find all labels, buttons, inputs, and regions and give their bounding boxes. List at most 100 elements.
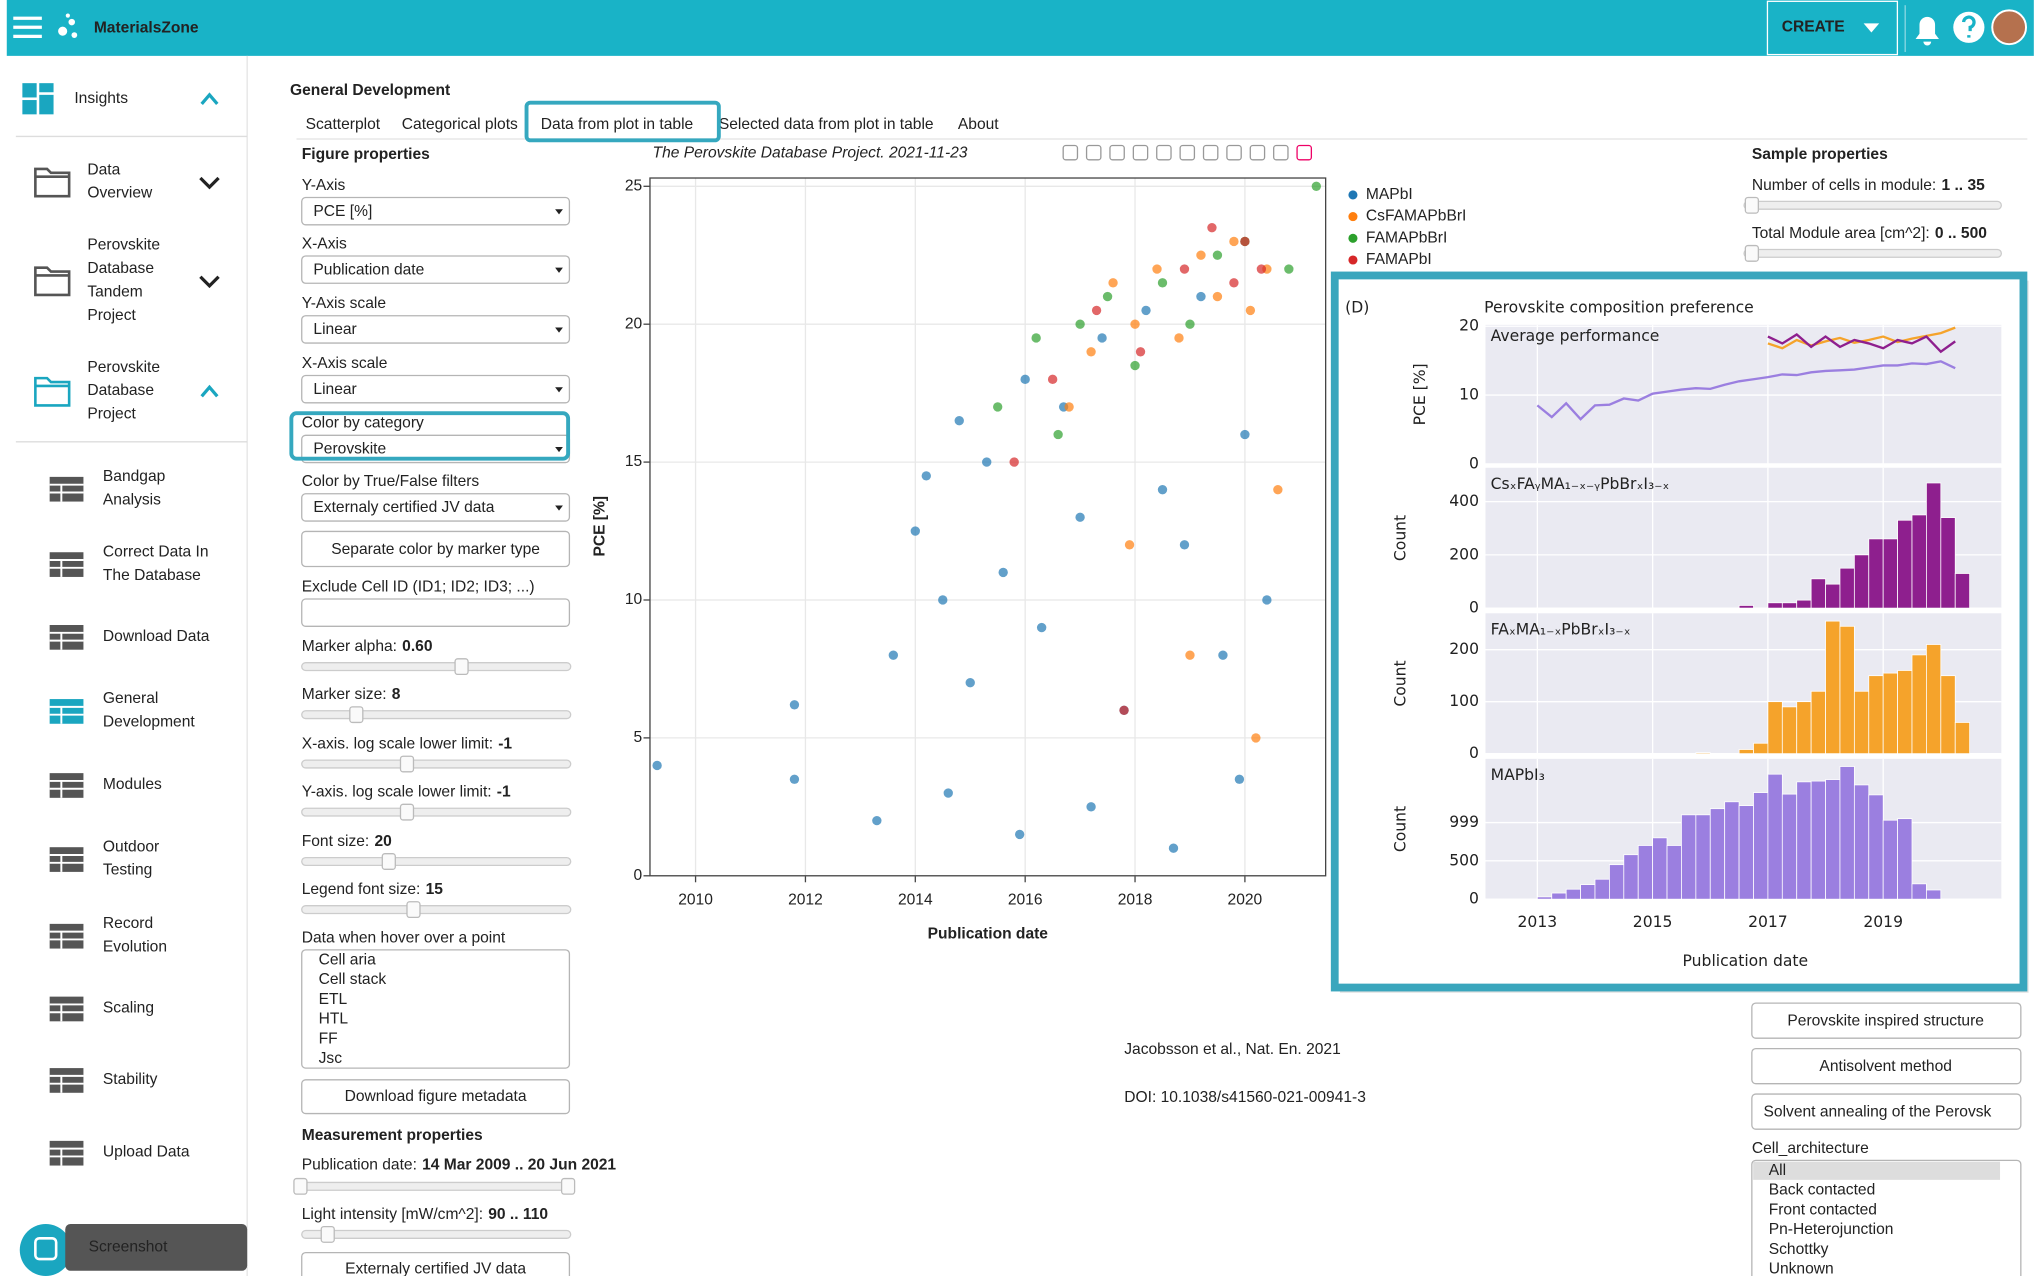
sidebar-label: Stability bbox=[103, 1071, 158, 1088]
tab[interactable]: Selected data from plot in table bbox=[719, 116, 934, 133]
histogram-bar bbox=[1797, 782, 1811, 899]
sidebar-label: Analysis bbox=[103, 491, 161, 508]
logo bbox=[71, 32, 77, 38]
list-option[interactable]: FF bbox=[319, 1030, 338, 1047]
histogram-bar bbox=[1826, 584, 1840, 608]
slider-knob[interactable] bbox=[1745, 198, 1758, 214]
slider-knob[interactable] bbox=[400, 804, 413, 820]
tab[interactable]: Categorical plots bbox=[402, 116, 518, 133]
tab[interactable]: About bbox=[958, 116, 999, 133]
button-label: Download figure metadata bbox=[345, 1088, 527, 1105]
slider-knob[interactable] bbox=[407, 902, 420, 918]
text-input[interactable] bbox=[302, 599, 570, 626]
insights-icon bbox=[22, 83, 36, 97]
list-label: Cell_architecture bbox=[1752, 1140, 1869, 1157]
list-option[interactable]: Jsc bbox=[319, 1050, 343, 1067]
histogram-bar bbox=[1869, 795, 1883, 899]
sidebar-label: Project bbox=[87, 406, 136, 423]
range-label: Number of cells in module:1 .. 35 bbox=[1752, 177, 1985, 194]
y-tick-label: 400 bbox=[1449, 492, 1479, 510]
x-tick-label: 2015 bbox=[1633, 913, 1673, 931]
slider-knob[interactable] bbox=[400, 756, 413, 772]
histogram-bar bbox=[1826, 621, 1840, 754]
legend-label[interactable]: MAPbI bbox=[1366, 186, 1413, 203]
slider-track[interactable] bbox=[302, 663, 571, 671]
slider-track[interactable] bbox=[302, 711, 571, 719]
histogram-bar bbox=[1840, 626, 1854, 753]
slider-knob[interactable] bbox=[382, 854, 395, 870]
histogram-bar bbox=[1782, 707, 1796, 754]
scatter-point bbox=[1141, 306, 1150, 315]
select-label: Color by True/False filters bbox=[302, 473, 480, 490]
list-option[interactable]: Cell aria bbox=[319, 951, 376, 968]
sidebar-label: Modules bbox=[103, 776, 162, 793]
scatter-point bbox=[1048, 375, 1057, 384]
list-option[interactable]: HTL bbox=[319, 1011, 349, 1028]
y-tick-label: 100 bbox=[1449, 692, 1479, 710]
slider-track[interactable] bbox=[302, 760, 571, 768]
slider-knob[interactable] bbox=[562, 1179, 575, 1195]
list-option[interactable]: Unknown bbox=[1769, 1261, 1834, 1276]
slider-track[interactable] bbox=[1744, 201, 2001, 209]
histogram-bar bbox=[1537, 897, 1551, 899]
create-label: CREATE bbox=[1782, 18, 1845, 35]
panel-label: (D) bbox=[1345, 298, 1369, 316]
legend-label[interactable]: CsFAMAPbBrI bbox=[1366, 208, 1466, 225]
slider-track[interactable] bbox=[302, 808, 571, 816]
select-value: Perovskite bbox=[313, 441, 386, 458]
slider-track[interactable] bbox=[302, 1182, 571, 1190]
list-option[interactable]: ETL bbox=[319, 991, 348, 1008]
x-tick-label: 2012 bbox=[788, 892, 823, 909]
slider-knob[interactable] bbox=[455, 659, 468, 675]
sidebar-label: Scaling bbox=[103, 999, 154, 1016]
scatter-point bbox=[1284, 264, 1293, 273]
histogram-bar bbox=[1912, 515, 1926, 608]
y-axis-label: PCE [%] bbox=[592, 496, 609, 557]
y-tick-label: 0 bbox=[1469, 454, 1479, 472]
y-tick-label: 0 bbox=[1469, 744, 1479, 762]
sidebar-label: Evolution bbox=[103, 938, 167, 955]
slider-knob[interactable] bbox=[350, 707, 363, 723]
chat-button[interactable] bbox=[20, 1224, 72, 1276]
list-selected bbox=[1753, 1162, 2000, 1180]
tab[interactable]: Scatterplot bbox=[306, 116, 381, 133]
avatar[interactable] bbox=[1992, 10, 2026, 44]
plot-subtitle: The Perovskite Database Project. 2021-11… bbox=[653, 144, 968, 161]
sidebar-label: Perovskite bbox=[87, 359, 160, 376]
select-label: Y-Axis bbox=[302, 177, 346, 194]
button-label: Separate color by marker type bbox=[331, 541, 540, 558]
scatter-point bbox=[1010, 457, 1019, 466]
tab[interactable]: Data from plot in table bbox=[541, 116, 693, 133]
list-option[interactable]: Schottky bbox=[1769, 1241, 1829, 1258]
scatter-point bbox=[1158, 485, 1167, 494]
slider-label: Marker size:8 bbox=[302, 686, 401, 703]
label: Light intensity [mW/cm^2]: bbox=[302, 1206, 483, 1223]
scatter-point bbox=[1207, 223, 1216, 232]
list-option[interactable]: All bbox=[1769, 1162, 1786, 1179]
slider-knob[interactable] bbox=[1745, 246, 1758, 262]
legend-label[interactable]: FAMAPbBrI bbox=[1366, 229, 1447, 246]
slider-track[interactable] bbox=[302, 906, 571, 914]
list-option[interactable]: Back contacted bbox=[1769, 1182, 1876, 1199]
scatter-point bbox=[966, 678, 975, 687]
y-tick-label: 20 bbox=[1459, 317, 1479, 335]
slider-knob[interactable] bbox=[321, 1227, 334, 1243]
slider-track[interactable] bbox=[302, 858, 571, 866]
histogram-bar bbox=[1624, 855, 1638, 899]
list-option[interactable]: Cell stack bbox=[319, 971, 387, 988]
legend-label[interactable]: FAMAPbI bbox=[1366, 251, 1432, 268]
plot-area bbox=[650, 178, 1326, 876]
slider-track[interactable] bbox=[1744, 249, 2001, 257]
x-tick-label: 2017 bbox=[1748, 913, 1788, 931]
y-axis-label: Count bbox=[1392, 515, 1410, 561]
slider-knob[interactable] bbox=[294, 1179, 307, 1195]
list-option[interactable]: Pn-Heterojunction bbox=[1769, 1221, 1894, 1238]
y-tick-label: 15 bbox=[625, 453, 643, 470]
table-icon bbox=[50, 699, 84, 724]
scatter-point bbox=[1196, 251, 1205, 260]
slider-track[interactable] bbox=[302, 1231, 571, 1239]
label: Marker alpha: bbox=[302, 638, 397, 655]
citation: Jacobsson et al., Nat. En. 2021 bbox=[1124, 1041, 1340, 1058]
list-option[interactable]: Front contacted bbox=[1769, 1201, 1877, 1218]
scatter-point bbox=[1240, 430, 1249, 439]
